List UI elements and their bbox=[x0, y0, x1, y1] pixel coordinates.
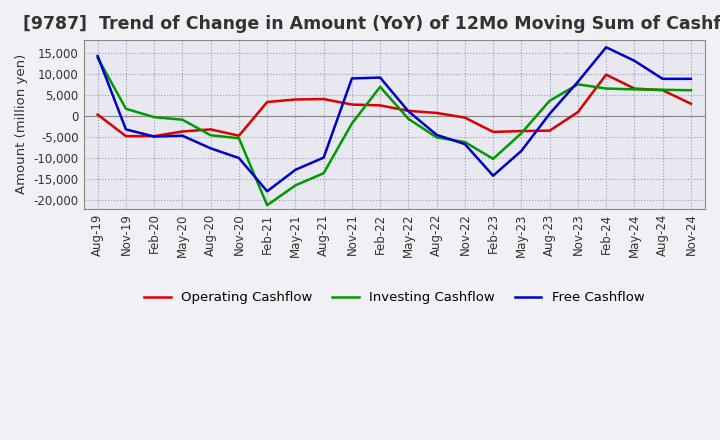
Investing Cashflow bbox=[320, 171, 328, 176]
Operating Cashflow bbox=[574, 110, 582, 115]
Title: [9787]  Trend of Change in Amount (YoY) of 12Mo Moving Sum of Cashflows: [9787] Trend of Change in Amount (YoY) o… bbox=[23, 15, 720, 33]
Operating Cashflow bbox=[94, 112, 102, 117]
Operating Cashflow bbox=[461, 115, 469, 120]
Free Cashflow bbox=[545, 111, 554, 117]
Free Cashflow bbox=[376, 75, 384, 80]
Investing Cashflow bbox=[545, 98, 554, 103]
Free Cashflow bbox=[630, 58, 639, 63]
Free Cashflow bbox=[178, 133, 186, 138]
Investing Cashflow bbox=[461, 139, 469, 145]
Free Cashflow bbox=[687, 76, 696, 81]
Y-axis label: Amount (million yen): Amount (million yen) bbox=[15, 54, 28, 194]
Operating Cashflow bbox=[207, 127, 215, 132]
Operating Cashflow bbox=[517, 128, 526, 134]
Investing Cashflow bbox=[687, 88, 696, 93]
Free Cashflow bbox=[150, 134, 158, 139]
Investing Cashflow bbox=[122, 106, 130, 111]
Investing Cashflow bbox=[150, 114, 158, 120]
Free Cashflow bbox=[574, 79, 582, 84]
Operating Cashflow bbox=[291, 97, 300, 102]
Free Cashflow bbox=[235, 155, 243, 161]
Investing Cashflow bbox=[432, 135, 441, 140]
Investing Cashflow bbox=[658, 87, 667, 92]
Free Cashflow bbox=[320, 155, 328, 160]
Investing Cashflow bbox=[94, 55, 102, 60]
Free Cashflow bbox=[602, 44, 611, 50]
Investing Cashflow bbox=[178, 117, 186, 122]
Operating Cashflow bbox=[489, 129, 498, 135]
Free Cashflow bbox=[291, 167, 300, 172]
Free Cashflow bbox=[263, 189, 271, 194]
Investing Cashflow bbox=[207, 132, 215, 138]
Operating Cashflow bbox=[376, 103, 384, 108]
Free Cashflow bbox=[404, 109, 413, 114]
Line: Investing Cashflow: Investing Cashflow bbox=[98, 58, 691, 205]
Investing Cashflow bbox=[263, 202, 271, 208]
Operating Cashflow bbox=[432, 110, 441, 116]
Operating Cashflow bbox=[263, 99, 271, 105]
Investing Cashflow bbox=[348, 121, 356, 126]
Investing Cashflow bbox=[291, 183, 300, 188]
Free Cashflow bbox=[489, 173, 498, 178]
Free Cashflow bbox=[461, 142, 469, 147]
Operating Cashflow bbox=[178, 129, 186, 134]
Operating Cashflow bbox=[545, 128, 554, 133]
Free Cashflow bbox=[658, 76, 667, 81]
Line: Operating Cashflow: Operating Cashflow bbox=[98, 75, 691, 136]
Investing Cashflow bbox=[235, 136, 243, 141]
Operating Cashflow bbox=[404, 108, 413, 114]
Operating Cashflow bbox=[630, 86, 639, 91]
Free Cashflow bbox=[348, 76, 356, 81]
Operating Cashflow bbox=[602, 72, 611, 77]
Investing Cashflow bbox=[602, 86, 611, 91]
Investing Cashflow bbox=[404, 116, 413, 121]
Free Cashflow bbox=[94, 54, 102, 59]
Operating Cashflow bbox=[687, 101, 696, 106]
Free Cashflow bbox=[517, 148, 526, 154]
Investing Cashflow bbox=[517, 131, 526, 136]
Investing Cashflow bbox=[376, 84, 384, 89]
Free Cashflow bbox=[432, 132, 441, 137]
Line: Free Cashflow: Free Cashflow bbox=[98, 47, 691, 191]
Free Cashflow bbox=[207, 146, 215, 151]
Operating Cashflow bbox=[348, 102, 356, 107]
Operating Cashflow bbox=[150, 133, 158, 139]
Free Cashflow bbox=[122, 127, 130, 132]
Investing Cashflow bbox=[489, 156, 498, 161]
Operating Cashflow bbox=[658, 88, 667, 93]
Operating Cashflow bbox=[235, 133, 243, 138]
Operating Cashflow bbox=[320, 96, 328, 102]
Investing Cashflow bbox=[630, 87, 639, 92]
Investing Cashflow bbox=[574, 82, 582, 87]
Operating Cashflow bbox=[122, 133, 130, 139]
Legend: Operating Cashflow, Investing Cashflow, Free Cashflow: Operating Cashflow, Investing Cashflow, … bbox=[139, 286, 649, 309]
